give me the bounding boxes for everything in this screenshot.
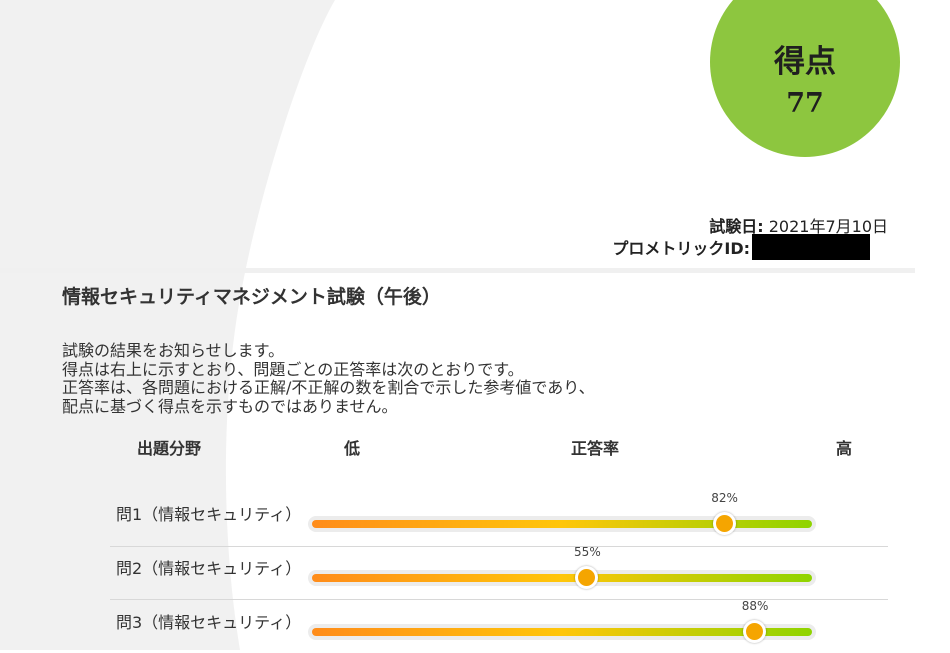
rate-marker	[712, 512, 736, 535]
rate-bar-fill	[312, 520, 812, 528]
exam-date: 試験日: 2021年7月10日	[709, 213, 888, 237]
prometric-id: プロメトリックID:	[612, 234, 870, 260]
header-low: 低	[344, 439, 361, 458]
result-label: 問1（情報セキュリティ）	[116, 505, 302, 524]
prometric-id-label: プロメトリックID:	[612, 239, 750, 258]
intro-line: 正答率は、各問題における正解/不正解の数を割合で示した参考値であり、	[62, 378, 595, 397]
row-divider	[110, 599, 888, 600]
rate-bar: 82%	[308, 491, 816, 535]
redacted-id	[752, 234, 870, 260]
result-row: 問2（情報セキュリティ） 55%	[110, 545, 888, 600]
rate-bar-fill	[312, 574, 812, 582]
row-divider	[110, 546, 888, 547]
header-rate: 正答率	[571, 439, 620, 458]
score-badge: 得点 77	[710, 0, 900, 157]
section-divider	[0, 268, 915, 273]
rate-percent: 82%	[711, 491, 738, 505]
result-label: 問2（情報セキュリティ）	[116, 559, 302, 578]
intro-line: 試験の結果をお知らせします。	[62, 341, 285, 360]
intro-text: 試験の結果をお知らせします。 得点は右上に示すとおり、問題ごとの正答率は次のとお…	[62, 341, 595, 416]
header-field: 出題分野	[137, 439, 202, 458]
score-label: 得点	[774, 44, 836, 80]
header-high: 高	[836, 439, 853, 458]
exam-title: 情報セキュリティマネジメント試験（午後）	[62, 286, 441, 308]
score-value: 77	[786, 88, 824, 119]
result-label: 問3（情報セキュリティ）	[116, 613, 302, 632]
rate-bar: 88%	[308, 599, 816, 643]
rate-percent: 88%	[741, 599, 769, 613]
result-row: 問1（情報セキュリティ） 82%	[110, 491, 888, 547]
intro-line: 配点に基づく得点を示すものではありません。	[62, 396, 398, 416]
exam-date-label: 試験日:	[709, 217, 764, 236]
rate-marker	[743, 620, 767, 643]
result-row: 問3（情報セキュリティ） 88%	[110, 599, 888, 653]
rate-bar: 55%	[308, 545, 816, 589]
exam-date-value: 2021年7月10日	[768, 217, 888, 236]
intro-line: 得点は右上に示すとおり、問題ごとの正答率は次のとおりです。	[62, 359, 524, 379]
rate-marker	[575, 566, 599, 589]
rate-percent: 55%	[574, 545, 601, 559]
rate-bar-fill	[312, 628, 812, 636]
